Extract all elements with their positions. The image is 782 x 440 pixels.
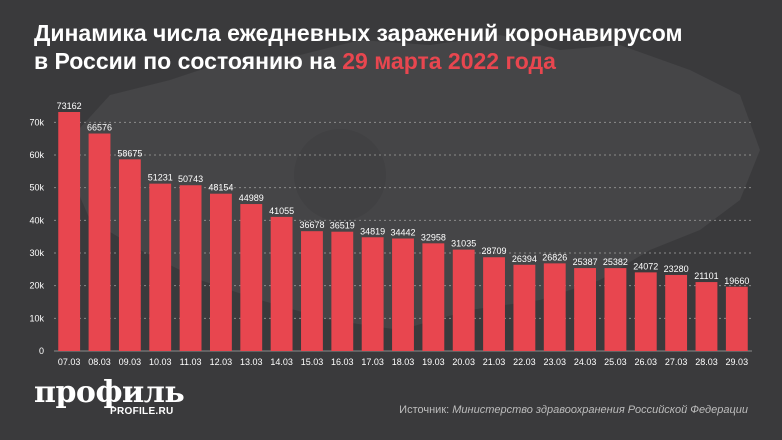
bar <box>543 263 566 351</box>
x-tick-label: 21.03 <box>483 357 506 367</box>
bar <box>483 257 505 351</box>
bar <box>574 268 597 351</box>
data-label: 25382 <box>603 257 628 267</box>
source-label: Источник: <box>399 404 453 416</box>
x-tick-label: 24.03 <box>574 357 597 367</box>
data-label: 32958 <box>421 232 446 242</box>
x-tick-label: 29.03 <box>726 357 749 367</box>
x-tick-label: 09.03 <box>119 357 142 367</box>
data-label: 34442 <box>390 227 415 237</box>
profile-logo-url[interactable]: PROFILE.RU <box>110 406 174 417</box>
x-tick-label: 18.03 <box>392 357 415 367</box>
bar <box>209 193 232 351</box>
y-tick-label: 70k <box>29 117 44 127</box>
title-line-1: Динамика числа ежедневных заражений коро… <box>34 20 683 46</box>
bar <box>725 286 748 351</box>
data-label: 73162 <box>57 101 82 111</box>
bar <box>270 216 293 351</box>
x-tick-label: 28.03 <box>695 357 718 367</box>
chart-title: Динамика числа ежедневных заражений коро… <box>34 19 764 75</box>
x-tick-label: 27.03 <box>665 357 688 367</box>
bar <box>149 183 172 351</box>
data-label: 24072 <box>633 261 658 271</box>
bar <box>331 231 354 351</box>
data-label: 66576 <box>87 123 112 133</box>
x-tick-label: 17.03 <box>361 357 384 367</box>
data-label: 36678 <box>299 220 324 230</box>
x-tick-label: 07.03 <box>58 357 81 367</box>
data-label: 51231 <box>148 173 173 183</box>
bar <box>452 249 475 351</box>
bar <box>301 231 323 351</box>
y-tick-label: 50k <box>29 183 44 193</box>
data-label: 36519 <box>330 221 355 231</box>
y-tick-label: 0 <box>39 346 44 356</box>
x-tick-label: 25.03 <box>604 357 627 367</box>
y-tick-label: 30k <box>29 248 44 258</box>
bar <box>695 282 718 351</box>
data-label: 25387 <box>573 257 598 267</box>
bar <box>513 264 536 351</box>
data-label: 41055 <box>269 206 294 216</box>
bar <box>392 238 414 351</box>
data-label: 48154 <box>208 183 233 193</box>
x-tick-label: 15.03 <box>301 357 324 367</box>
data-label: 26394 <box>512 254 537 264</box>
x-tick-label: 22.03 <box>513 357 536 367</box>
y-tick-label: 40k <box>29 215 44 225</box>
title-date-accent: 29 марта 2022 года <box>342 48 556 74</box>
bar <box>240 204 263 351</box>
data-label: 28709 <box>482 246 507 256</box>
bar <box>88 133 111 351</box>
source-name: Министерство здравоохранения Российской … <box>452 404 748 416</box>
x-tick-label: 11.03 <box>180 357 202 367</box>
data-label: 44989 <box>239 193 264 203</box>
data-label: 26826 <box>542 252 567 262</box>
x-tick-label: 19.03 <box>422 357 445 367</box>
bar <box>634 272 657 351</box>
x-tick-label: 26.03 <box>635 357 658 367</box>
bar <box>604 268 627 351</box>
data-label: 21101 <box>694 271 718 281</box>
data-label: 19660 <box>724 276 749 286</box>
x-tick-label: 12.03 <box>210 357 233 367</box>
x-tick-label: 14.03 <box>270 357 293 367</box>
bar <box>422 243 445 351</box>
bar <box>118 159 141 351</box>
y-tick-label: 20k <box>29 281 44 291</box>
x-tick-label: 10.03 <box>149 357 172 367</box>
data-label: 58675 <box>117 148 142 158</box>
x-tick-label: 08.03 <box>88 357 111 367</box>
profile-logo[interactable]: профиль <box>34 375 185 410</box>
data-label: 50743 <box>178 174 203 184</box>
y-tick-label: 60k <box>29 150 44 160</box>
bar <box>665 274 688 351</box>
y-tick-label: 10k <box>29 313 44 323</box>
data-label: 31035 <box>451 239 476 249</box>
bar <box>179 185 202 351</box>
x-tick-label: 13.03 <box>240 357 263 367</box>
x-tick-label: 20.03 <box>452 357 475 367</box>
data-label: 23280 <box>664 264 689 274</box>
x-tick-label: 23.03 <box>543 357 566 367</box>
bar <box>361 237 384 351</box>
data-label: 34819 <box>360 226 385 236</box>
bar <box>58 112 81 351</box>
source-note: Источник: Министерство здравоохранения Р… <box>399 404 748 416</box>
x-tick-label: 16.03 <box>331 357 354 367</box>
title-line-2: в России по состоянию на <box>34 48 343 74</box>
